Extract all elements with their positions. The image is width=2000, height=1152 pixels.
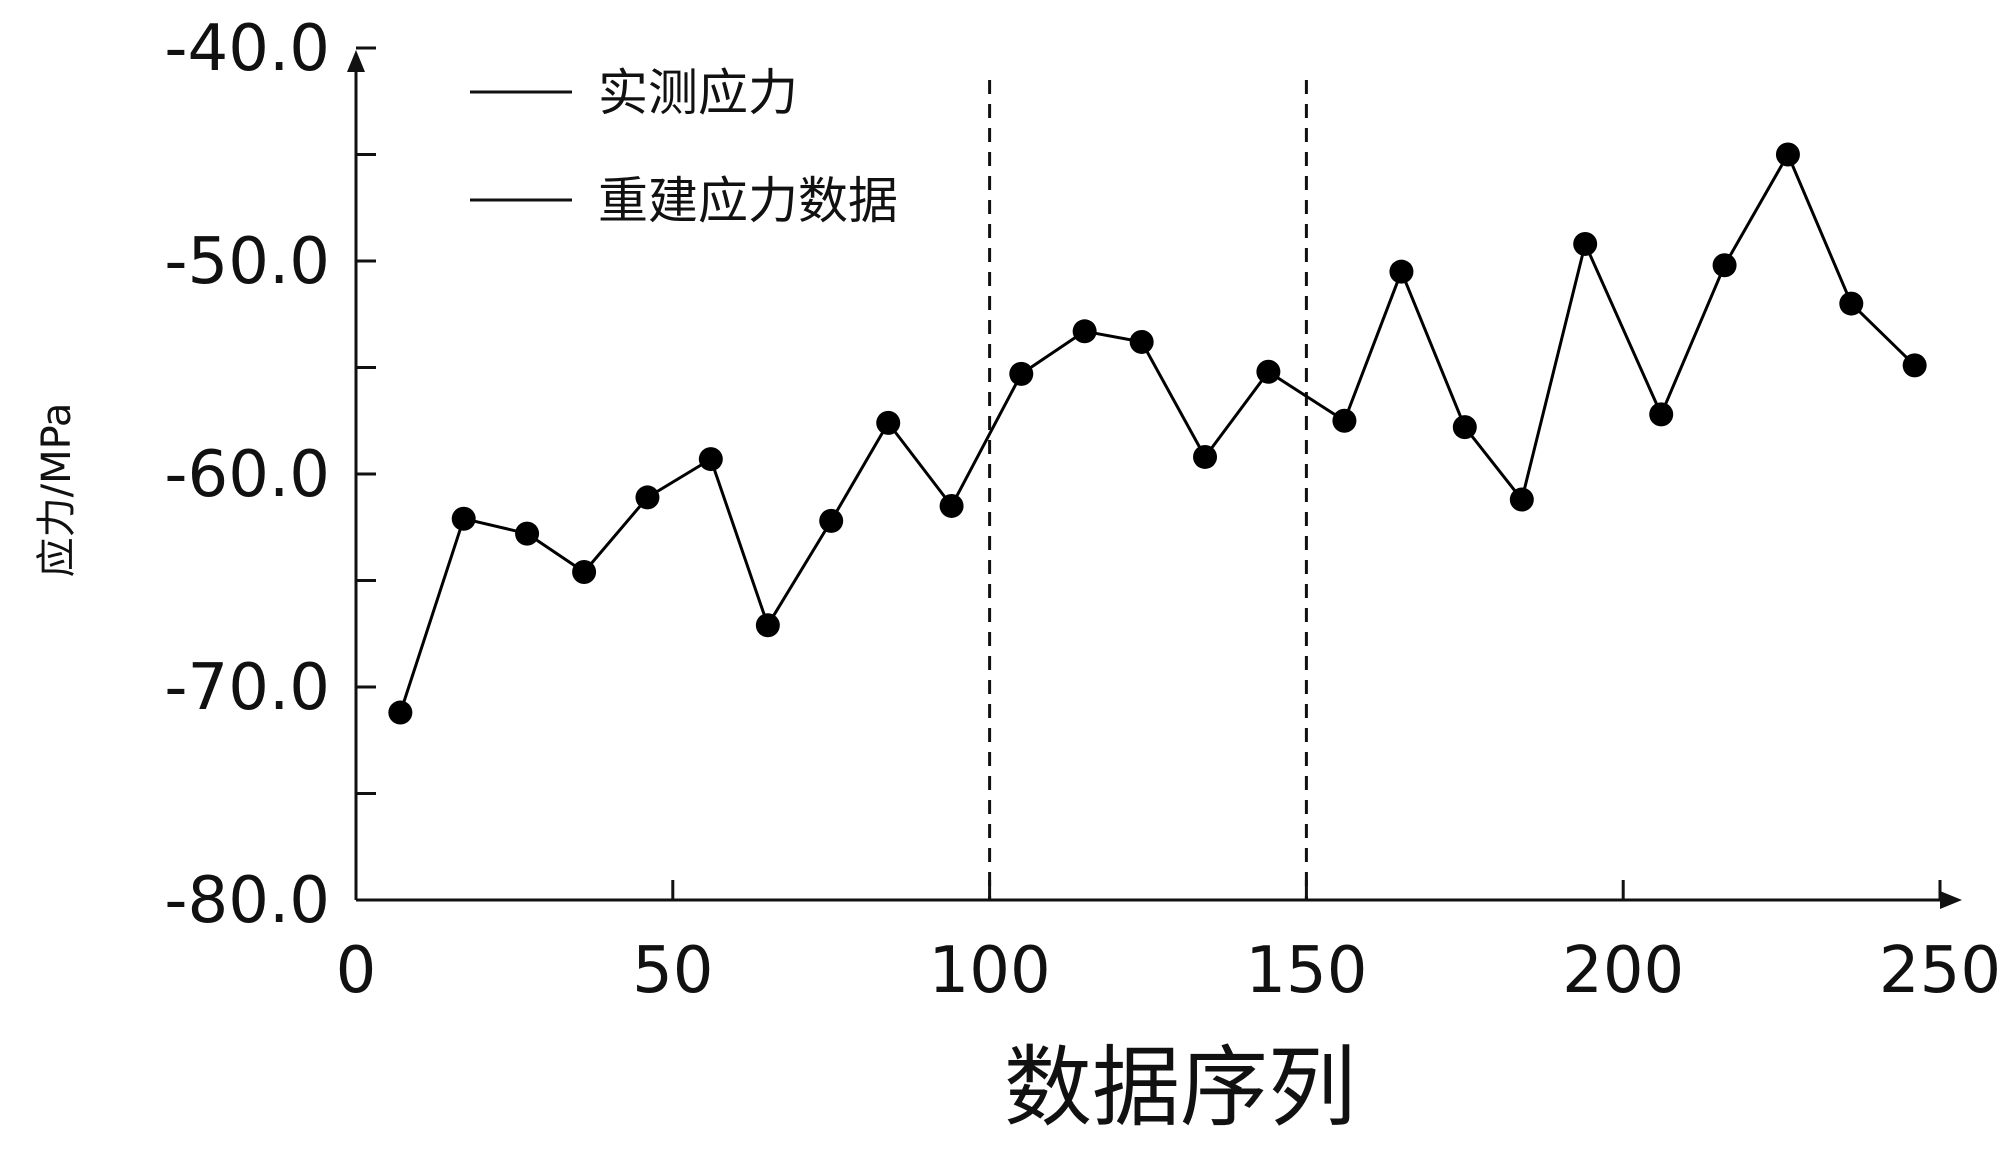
data-point bbox=[1072, 319, 1097, 344]
data-point bbox=[1129, 329, 1154, 354]
x-tick-label: 50 bbox=[632, 934, 713, 1008]
x-tick-label: 100 bbox=[929, 934, 1051, 1008]
y-tick-label: -60.0 bbox=[164, 438, 330, 512]
data-point bbox=[876, 410, 901, 435]
y-tick-label: -80.0 bbox=[164, 864, 330, 938]
data-point bbox=[1649, 402, 1674, 427]
data-point bbox=[1839, 291, 1864, 316]
data-point bbox=[819, 508, 844, 533]
x-tick-label: 150 bbox=[1245, 934, 1367, 1008]
y-axis-arrow bbox=[347, 50, 365, 72]
data-point bbox=[698, 447, 723, 472]
x-axis-arrow bbox=[1940, 891, 1962, 909]
data-point bbox=[1509, 487, 1534, 512]
legend-label-reconstructed: 重建应力数据 bbox=[598, 172, 898, 230]
data-point bbox=[1009, 361, 1034, 386]
x-axis-title: 数据序列 bbox=[1004, 1036, 1356, 1139]
data-point bbox=[1389, 259, 1414, 284]
legend-label-measured: 实测应力 bbox=[598, 64, 798, 122]
y-tick-label: -50.0 bbox=[164, 225, 330, 299]
data-point bbox=[1256, 359, 1281, 384]
y-axis-title: 应力/MPa bbox=[34, 403, 80, 578]
data-point bbox=[1332, 408, 1357, 433]
x-tick-label: 250 bbox=[1879, 934, 2000, 1008]
data-point bbox=[1193, 444, 1218, 469]
y-tick-label: -40.0 bbox=[164, 12, 330, 86]
data-point bbox=[1452, 415, 1477, 440]
data-point bbox=[755, 613, 780, 638]
data-point bbox=[1775, 142, 1800, 167]
data-point bbox=[939, 493, 964, 518]
data-point bbox=[451, 506, 476, 531]
data-point bbox=[388, 700, 413, 725]
data-point bbox=[515, 521, 540, 546]
x-tick-label: 0 bbox=[336, 934, 377, 1008]
y-tick-label: -70.0 bbox=[164, 651, 330, 725]
data-point bbox=[635, 485, 660, 510]
data-point bbox=[572, 559, 597, 584]
data-point bbox=[1902, 353, 1927, 378]
data-point bbox=[1712, 253, 1737, 278]
x-tick-label: 200 bbox=[1562, 934, 1684, 1008]
legend: 实测应力 重建应力数据 bbox=[470, 64, 898, 230]
series-line bbox=[398, 153, 1916, 714]
data-point bbox=[1573, 231, 1598, 256]
